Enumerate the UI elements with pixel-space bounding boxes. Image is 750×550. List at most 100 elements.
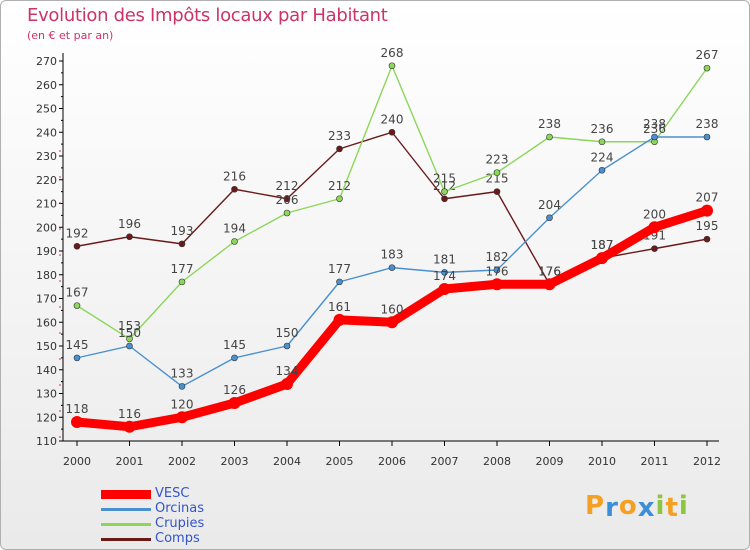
- y-tick-label: 210: [36, 198, 57, 211]
- series-line-crupies: [76, 65, 708, 340]
- y-tick-label: 140: [36, 364, 57, 377]
- logo-letter: i: [655, 491, 666, 521]
- legend-swatch: [101, 538, 151, 541]
- data-label-orcinas: 238: [696, 117, 719, 131]
- data-label-comps: 216: [223, 169, 246, 183]
- data-point-comps: [231, 185, 238, 193]
- legend-item-orcinas: Orcinas: [101, 501, 261, 517]
- data-label-crupies: 238: [538, 117, 561, 131]
- data-label-crupies: 267: [696, 48, 719, 62]
- data-label-vesc: 160: [381, 302, 404, 316]
- data-label-vesc: 207: [696, 191, 719, 205]
- data-label-comps: 240: [381, 112, 404, 126]
- y-tick-label: 240: [36, 126, 57, 139]
- data-label-orcinas: 133: [171, 366, 194, 380]
- logo-letter: P: [585, 491, 606, 521]
- data-point-crupies: [73, 302, 81, 309]
- logo-letter: x: [637, 493, 656, 523]
- x-tick-label: 2011: [641, 455, 669, 468]
- data-label-comps: 187: [591, 238, 614, 252]
- data-label-crupies: 236: [591, 122, 614, 136]
- legend-swatch: [101, 490, 151, 499]
- data-point-vesc: [701, 204, 713, 217]
- data-label-orcinas: 150: [118, 326, 141, 340]
- data-point-vesc: [648, 221, 661, 234]
- data-label-comps: 192: [66, 226, 89, 240]
- data-point-comps: [441, 195, 448, 203]
- data-point-crupies: [178, 278, 186, 286]
- data-label-vesc: 118: [66, 402, 89, 416]
- data-label-crupies: 268: [381, 46, 404, 60]
- y-tick-label: 120: [36, 411, 57, 424]
- data-point-vesc: [281, 378, 293, 390]
- data-label-crupies: 206: [276, 193, 299, 207]
- data-label-crupies: 215: [433, 172, 456, 186]
- data-point-orcinas: [598, 166, 606, 174]
- data-label-crupies: 223: [486, 153, 509, 167]
- chart-title: Evolution des Impôts locaux par Habitant: [27, 5, 388, 26]
- x-tick-label: 2005: [326, 455, 354, 468]
- data-point-orcinas: [441, 269, 448, 276]
- data-point-orcinas: [388, 264, 396, 271]
- data-point-comps: [493, 188, 501, 195]
- x-tick-label: 2002: [168, 455, 196, 468]
- y-tick-label: 260: [36, 79, 57, 92]
- y-tick-label: 220: [36, 174, 57, 187]
- data-point-crupies: [336, 195, 343, 203]
- data-point-vesc: [438, 283, 451, 295]
- data-point-vesc: [543, 278, 556, 291]
- data-label-comps: 193: [171, 224, 194, 238]
- legend-swatch: [101, 523, 151, 526]
- chart-subtitle: (en € et par an): [27, 29, 114, 42]
- y-tick-label: 160: [36, 316, 57, 329]
- data-label-vesc: 187: [591, 238, 614, 252]
- data-label-vesc: 120: [171, 397, 194, 411]
- x-tick-label: 2010: [588, 455, 616, 468]
- data-point-crupies: [283, 209, 291, 217]
- data-label-comps: 212: [276, 179, 299, 193]
- data-point-orcinas: [703, 133, 711, 141]
- y-tick-label: 130: [36, 388, 57, 401]
- data-point-vesc: [228, 397, 241, 409]
- x-tick-label: 2008: [483, 455, 511, 468]
- data-point-orcinas: [231, 354, 238, 362]
- data-label-orcinas: 182: [486, 250, 509, 264]
- x-tick-label: 2009: [536, 455, 564, 468]
- data-point-vesc: [176, 411, 188, 424]
- y-tick-label: 270: [36, 55, 57, 68]
- data-label-orcinas: 181: [433, 252, 456, 266]
- data-label-comps: 195: [696, 219, 719, 233]
- data-label-comps: 196: [118, 217, 141, 231]
- legend-item-vesc: VESC: [101, 486, 261, 502]
- data-point-comps: [336, 145, 343, 153]
- data-point-crupies: [231, 238, 238, 245]
- data-point-comps: [283, 195, 291, 203]
- x-tick-label: 2004: [273, 455, 301, 468]
- data-label-vesc: 176: [486, 264, 509, 278]
- data-point-crupies: [126, 335, 133, 343]
- legend-label: Orcinas: [155, 501, 205, 516]
- x-tick-label: 2000: [63, 455, 91, 468]
- legend-item-comps: Comps: [101, 531, 261, 547]
- data-point-crupies: [546, 133, 553, 141]
- y-tick-label: 110: [36, 435, 57, 448]
- x-tick-label: 2003: [221, 455, 249, 468]
- legend-label: VESC: [155, 486, 190, 501]
- data-point-orcinas: [651, 133, 658, 141]
- data-point-crupies: [493, 169, 501, 176]
- logo-letter: i: [678, 491, 689, 521]
- logo-letter: o: [618, 491, 638, 521]
- data-point-orcinas: [546, 214, 553, 222]
- data-label-comps: 176: [538, 264, 561, 278]
- legend-item-crupies: Crupies: [101, 516, 261, 532]
- data-point-comps: [703, 235, 711, 243]
- data-label-vesc: 134: [276, 364, 299, 378]
- data-point-vesc: [386, 316, 398, 329]
- y-tick-label: 200: [36, 221, 57, 234]
- data-label-crupies: 194: [223, 222, 246, 236]
- data-point-comps: [388, 128, 396, 136]
- proxiti-logo: Proxiti: [585, 491, 689, 523]
- data-label-orcinas: 145: [223, 338, 246, 352]
- y-tick-label: 230: [36, 150, 57, 163]
